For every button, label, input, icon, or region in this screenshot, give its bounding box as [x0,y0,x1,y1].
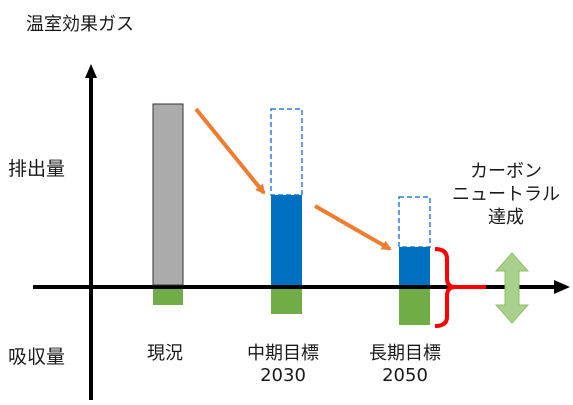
annotation-line-2: ニュートラル [452,184,560,205]
mid-term-reduced-outline [270,108,303,196]
current-absorption-bar [153,289,183,305]
current-label-text: 現況 [147,343,183,364]
reduction-arrow-2 [314,204,392,251]
mid-term-label: 中期目標 2030 [228,343,338,387]
long-term-label: 長期目標 2050 [350,343,460,387]
reduction-arrow-1 [194,107,266,195]
x-axis-arrowhead [554,280,570,294]
equal-arrow [494,252,530,324]
current-label: 現況 [135,343,195,365]
carbon-neutral-annotation: カーボン ニュートラル 達成 [452,160,560,229]
mid-term-year: 2030 [260,365,306,386]
annotation-line-1: カーボン [470,161,542,182]
current-emission-bar [152,103,184,286]
long-term-absorption-bar [399,289,430,325]
diagram-title: 温室効果ガス [26,14,134,35]
mid-term-label-text: 中期目標 [247,343,319,364]
y-axis-arrowhead [85,64,97,78]
mid-term-emission-bar [271,195,302,285]
long-term-year: 2050 [382,365,428,386]
long-term-label-text: 長期目標 [369,343,441,364]
long-term-reduced-outline [398,196,431,248]
annotation-line-3: 達成 [488,207,524,228]
absorption-label: 吸収量 [8,346,66,368]
long-term-emission-bar [399,247,430,285]
emission-label: 排出量 [8,158,66,180]
mid-term-absorption-bar [271,289,302,314]
